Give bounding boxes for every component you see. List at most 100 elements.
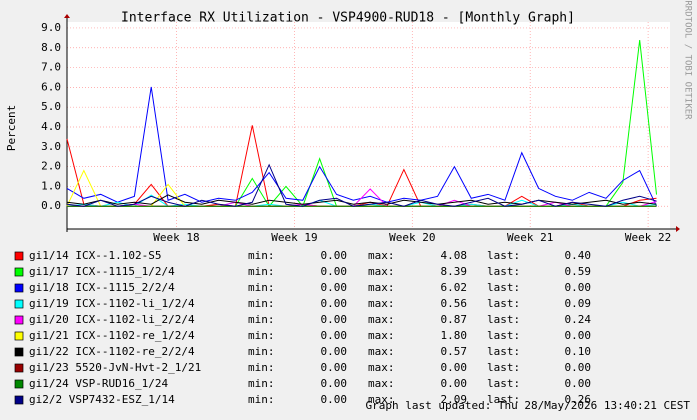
stat-value: 0.26 bbox=[565, 393, 592, 406]
axis-arrow bbox=[676, 226, 680, 232]
stat-label: max: bbox=[368, 281, 395, 294]
stat-value: 0.40 bbox=[565, 249, 592, 262]
legend-label: gi1/18 ICX--1115_2/2/4 bbox=[29, 281, 175, 294]
stat-value: 0.10 bbox=[565, 345, 592, 358]
legend-swatch bbox=[14, 395, 24, 405]
stat-label: last: bbox=[487, 249, 520, 262]
stat-value: 0.00 bbox=[321, 281, 348, 294]
stat-value: 8.39 bbox=[441, 265, 468, 278]
legend-swatch bbox=[14, 363, 24, 373]
stat-value: 0.87 bbox=[441, 313, 468, 326]
stat-label: last: bbox=[487, 377, 520, 390]
legend-swatch bbox=[14, 315, 24, 325]
stat-label: min: bbox=[248, 265, 275, 278]
legend-label: gi1/14 ICX--1.102-S5 bbox=[29, 249, 161, 262]
series-line bbox=[66, 163, 657, 207]
legend-label: gi1/19 ICX--1102-li_1/2/4 bbox=[29, 297, 195, 310]
legend-swatch bbox=[14, 251, 24, 261]
stat-label: last: bbox=[487, 361, 520, 374]
legend-swatch bbox=[14, 379, 24, 389]
stat-label: last: bbox=[487, 393, 520, 406]
stat-value: 0.00 bbox=[565, 281, 592, 294]
legend-label: gi1/20 ICX--1102-li_2/2/4 bbox=[29, 313, 195, 326]
stat-label: last: bbox=[487, 297, 520, 310]
y-axis-label: Percent bbox=[5, 105, 18, 151]
stat-label: last: bbox=[487, 329, 520, 342]
legend-swatch bbox=[14, 283, 24, 293]
stat-value: 6.02 bbox=[441, 281, 468, 294]
stat-label: max: bbox=[368, 297, 395, 310]
stat-label: min: bbox=[248, 329, 275, 342]
stat-value: 0.00 bbox=[321, 329, 348, 342]
stat-value: 0.00 bbox=[321, 249, 348, 262]
stat-label: last: bbox=[487, 265, 520, 278]
y-tick-label: 3.0 bbox=[41, 140, 61, 153]
stat-value: 1.80 bbox=[441, 329, 468, 342]
stat-label: max: bbox=[368, 265, 395, 278]
stat-value: 0.56 bbox=[441, 297, 468, 310]
y-tick-label: 9.0 bbox=[41, 21, 61, 34]
stat-label: max: bbox=[368, 361, 395, 374]
axis-arrow bbox=[64, 14, 70, 18]
stat-value: 0.00 bbox=[321, 345, 348, 358]
stat-label: last: bbox=[487, 345, 520, 358]
stat-value: 0.00 bbox=[441, 361, 468, 374]
stat-value: 0.00 bbox=[441, 377, 468, 390]
stat-value: 0.00 bbox=[321, 361, 348, 374]
y-tick-label: 5.0 bbox=[41, 100, 61, 113]
stat-value: 0.00 bbox=[565, 361, 592, 374]
stat-value: 0.00 bbox=[565, 329, 592, 342]
stat-label: min: bbox=[248, 249, 275, 262]
y-tick-label: 7.0 bbox=[41, 61, 61, 74]
legend-label: gi1/22 ICX--1102-re_2/2/4 bbox=[29, 345, 195, 358]
y-tick-label: 1.0 bbox=[41, 179, 61, 192]
watermark: RRDTOOL / TOBI OETIKER bbox=[683, 0, 693, 120]
legend-swatch bbox=[14, 267, 24, 277]
legend-label: gi1/17 ICX--1115_1/2/4 bbox=[29, 265, 175, 278]
footer: Graph last updated: Thu 28/May/2026 13:4… bbox=[365, 399, 690, 412]
stat-label: min: bbox=[248, 377, 275, 390]
legend-swatch bbox=[14, 299, 24, 309]
stat-label: min: bbox=[248, 361, 275, 374]
y-tick-label: 4.0 bbox=[41, 120, 61, 133]
legend-label: gi1/24 VSP-RUD16_1/24 bbox=[29, 377, 168, 390]
stat-label: max: bbox=[368, 393, 395, 406]
stat-value: 2.09 bbox=[441, 393, 468, 406]
chart-title: Interface RX Utilization - VSP4900-RUD18… bbox=[121, 11, 575, 26]
stat-label: max: bbox=[368, 329, 395, 342]
x-tick-label: Week 19 bbox=[271, 231, 317, 244]
x-tick-label: Week 21 bbox=[507, 231, 553, 244]
y-tick-label: 6.0 bbox=[41, 80, 61, 93]
y-tick-label: 0.0 bbox=[41, 199, 61, 212]
legend-swatch bbox=[14, 331, 24, 341]
stat-value: 4.08 bbox=[441, 249, 468, 262]
stat-label: min: bbox=[248, 345, 275, 358]
stat-label: max: bbox=[368, 313, 395, 326]
stat-label: max: bbox=[368, 249, 395, 262]
stat-label: min: bbox=[248, 281, 275, 294]
legend-label: gi1/21 ICX--1102-re_1/2/4 bbox=[29, 329, 195, 342]
stat-label: min: bbox=[248, 313, 275, 326]
stat-value: 0.59 bbox=[565, 265, 592, 278]
stat-label: max: bbox=[368, 345, 395, 358]
stat-label: last: bbox=[487, 281, 520, 294]
stat-value: 0.09 bbox=[565, 297, 592, 310]
stat-value: 0.57 bbox=[441, 345, 468, 358]
y-tick-label: 2.0 bbox=[41, 160, 61, 173]
y-tick-label: 8.0 bbox=[41, 41, 61, 54]
stat-value: 0.00 bbox=[321, 313, 348, 326]
stat-label: min: bbox=[248, 297, 275, 310]
x-tick-label: Week 20 bbox=[389, 231, 435, 244]
stat-value: 0.24 bbox=[565, 313, 592, 326]
stat-value: 0.00 bbox=[321, 297, 348, 310]
legend-label: gi2/2 VSP7432-ESZ_1/14 bbox=[29, 393, 175, 406]
x-tick-label: Week 18 bbox=[153, 231, 199, 244]
stat-value: 0.00 bbox=[321, 265, 348, 278]
stat-value: 0.00 bbox=[321, 377, 348, 390]
stat-value: 0.00 bbox=[321, 393, 348, 406]
stat-label: last: bbox=[487, 313, 520, 326]
series-line bbox=[66, 194, 657, 205]
stat-label: min: bbox=[248, 393, 275, 406]
